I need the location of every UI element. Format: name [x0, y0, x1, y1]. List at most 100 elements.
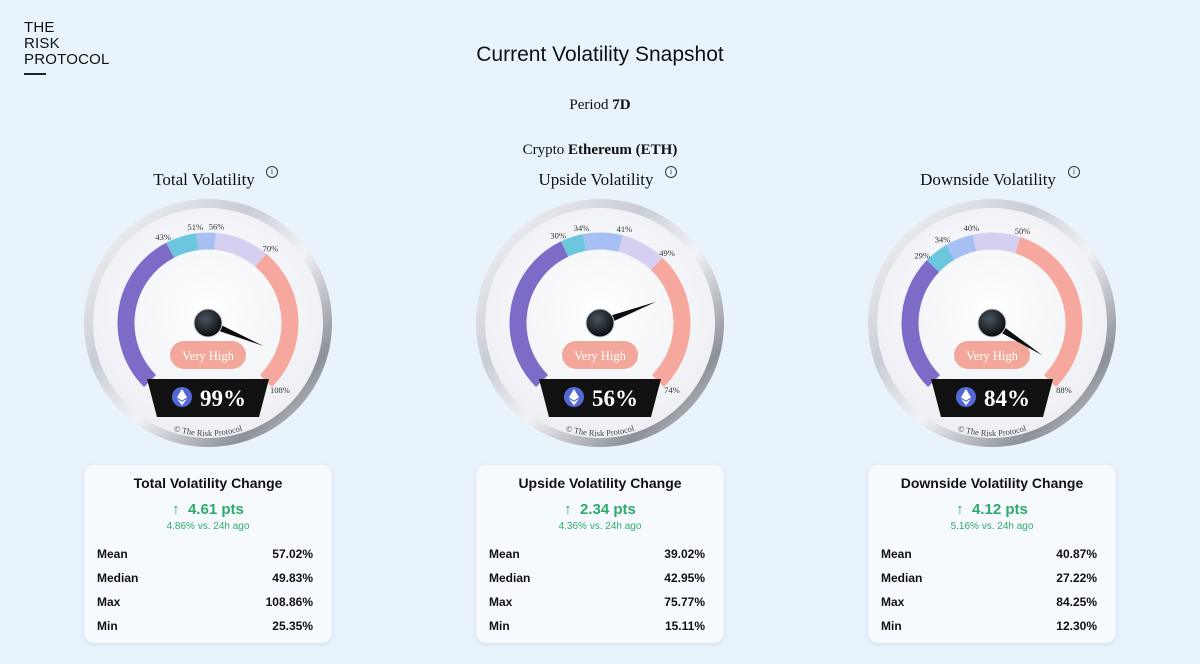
- logo-line-risk: RISK: [24, 35, 60, 52]
- stat-label: Median: [97, 571, 139, 585]
- stat-row-max: Max 75.77%: [489, 590, 705, 614]
- change-points-value: 4.12 pts: [971, 501, 1028, 518]
- crypto-label: Crypto: [522, 142, 565, 158]
- stat-value: 75.77%: [664, 595, 705, 609]
- gauge-hub: [977, 308, 1007, 338]
- gauge-threshold-label: 50%: [1015, 226, 1031, 236]
- change-card-total: Total Volatility Change ↑ 4.61 pts 4.86%…: [84, 465, 332, 643]
- gauge-title-total: Total Volatility: [153, 170, 255, 189]
- stat-row-median: Median 49.83%: [97, 566, 313, 590]
- gauge-title-downside: Downside Volatility: [920, 170, 1056, 189]
- gauge-band-3: [196, 232, 216, 251]
- logo-underline: [24, 73, 46, 75]
- gauge-value: 99%: [200, 386, 246, 411]
- stat-row-min: Min 12.30%: [881, 614, 1097, 638]
- gauge-threshold-label: 29%: [914, 251, 930, 261]
- stat-label: Median: [489, 571, 531, 585]
- change-sub: 5.16% vs. 24h ago: [950, 521, 1034, 532]
- stat-value: 15.11%: [664, 619, 705, 633]
- change-points: ↑ 4.61 pts: [84, 501, 332, 518]
- gauge-band-1: [117, 242, 175, 387]
- status-badge: [170, 341, 246, 369]
- stats-list: Mean 57.02% Median 49.83% Max 108.86% Min 25…: [84, 542, 332, 638]
- status-badge-label: Very High: [966, 349, 1018, 363]
- gauge-copyright: © The Risk Protocol: [957, 423, 1028, 438]
- ethereum-icon-bottom: [961, 398, 971, 406]
- ethereum-icon-top: [961, 389, 971, 401]
- gauge-threshold-label: 34%: [935, 235, 951, 245]
- gauge-downside: 29% 34% 40% 50% 88% Very High 84% © The Risk Pr…: [868, 199, 1116, 447]
- gauge-band-3: [945, 234, 977, 260]
- stat-row-mean: Mean 39.02%: [489, 542, 705, 566]
- stat-row-min: Min 25.35%: [97, 614, 313, 638]
- gauge-total: 43% 51% 56% 70% 108% Very High 99% © The Risk P…: [84, 199, 332, 447]
- gauge-band-1: [509, 241, 569, 387]
- ethereum-icon-bottom: [569, 398, 579, 406]
- stat-value: 40.87%: [1056, 547, 1097, 561]
- gauge-threshold-label: 40%: [964, 223, 980, 233]
- arrow-up-icon: ↑: [564, 501, 580, 518]
- ethereum-icon-top: [177, 389, 187, 401]
- gauge-threshold-label: 49%: [659, 248, 675, 258]
- crypto-value: Ethereum (ETH): [568, 142, 678, 158]
- stat-label: Mean: [881, 547, 912, 561]
- period-value: 7D: [612, 97, 631, 113]
- change-sub: 4.86% vs. 24h ago: [166, 521, 250, 532]
- gauge-threshold-label: 70%: [263, 244, 279, 254]
- stat-row-max: Max 84.25%: [881, 590, 1097, 614]
- gauge-band-2: [166, 233, 199, 258]
- status-badge-label: Very High: [182, 349, 234, 363]
- ethereum-icon-top: [569, 389, 579, 401]
- info-icon[interactable]: i: [266, 166, 278, 178]
- change-points-value: 2.34 pts: [579, 501, 636, 518]
- gauge-band-5: [255, 253, 299, 387]
- stat-value: 42.95%: [664, 571, 705, 585]
- ethereum-icon-bottom: [177, 398, 187, 406]
- gauge-upside: 30% 34% 41% 49% 74% Very High 56% © The Risk Pr…: [476, 199, 724, 447]
- gauge-threshold-label: 43%: [155, 232, 171, 242]
- gauge-title-upside: Upside Volatility: [538, 170, 654, 189]
- change-points: ↑ 4.12 pts: [868, 501, 1116, 518]
- change-card-title: Upside Volatility Change: [518, 475, 682, 491]
- stat-label: Mean: [489, 547, 520, 561]
- status-badge-label: Very High: [574, 349, 626, 363]
- period-label: Period: [569, 97, 609, 113]
- stat-value: 108.86%: [265, 595, 313, 609]
- stat-value: 25.35%: [272, 619, 313, 633]
- gauge-band-2: [560, 234, 587, 257]
- gauge-threshold-label: 51%: [188, 222, 204, 232]
- gauge-threshold-label: 34%: [574, 223, 590, 233]
- change-card-downside: Downside Volatility Change ↑ 4.12 pts 5.…: [868, 465, 1116, 643]
- logo-line-protocol: PROTOCOL: [24, 51, 110, 68]
- gauge-band-1: [901, 260, 941, 387]
- gauge-value: 56%: [592, 386, 638, 411]
- info-icon[interactable]: i: [1068, 166, 1080, 178]
- stat-label: Max: [489, 595, 513, 609]
- stat-row-median: Median 42.95%: [489, 566, 705, 590]
- gauge-band-5: [650, 257, 691, 387]
- stat-row-median: Median 27.22%: [881, 566, 1097, 590]
- page-title: Current Volatility Snapshot: [476, 43, 724, 66]
- gauge-band-2: [926, 245, 955, 273]
- gauge-max-label: 74%: [664, 385, 680, 395]
- period-line: Period 7D: [0, 97, 1200, 114]
- stat-value: 27.22%: [1056, 571, 1097, 585]
- gauge-copyright: © The Risk Protocol: [173, 423, 244, 438]
- stat-row-min: Min 15.11%: [489, 614, 705, 638]
- gauge-threshold-label: 30%: [550, 231, 566, 241]
- stat-value: 84.25%: [1056, 595, 1097, 609]
- gauge-band-4: [618, 235, 663, 271]
- change-sub: 4.36% vs. 24h ago: [558, 521, 642, 532]
- stat-value: 57.02%: [272, 547, 313, 561]
- gauge-threshold-label: 41%: [617, 224, 633, 234]
- stat-value: 12.30%: [1056, 619, 1097, 633]
- status-badge: [954, 341, 1030, 369]
- gauge-copyright: © The Risk Protocol: [565, 423, 636, 438]
- info-icon[interactable]: i: [665, 166, 677, 178]
- change-card-title: Downside Volatility Change: [900, 475, 1084, 491]
- gauge-hub: [585, 308, 615, 338]
- crypto-line: Crypto Ethereum (ETH): [0, 142, 1200, 159]
- gauge-band-4: [972, 232, 1021, 254]
- stat-label: Min: [881, 619, 902, 633]
- gauge-band-5: [1015, 237, 1083, 387]
